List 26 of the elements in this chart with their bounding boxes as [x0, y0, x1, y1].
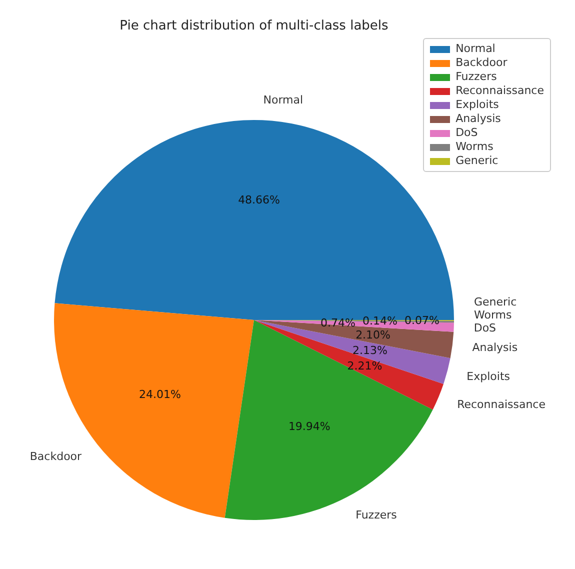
- legend-label: Analysis: [456, 112, 501, 126]
- legend-label: DoS: [456, 126, 478, 140]
- legend-label: Generic: [456, 154, 498, 168]
- category-label: Generic: [474, 296, 517, 309]
- chart-title: Pie chart distribution of multi-class labels: [120, 18, 389, 34]
- legend-label: Backdoor: [456, 56, 508, 70]
- data-label: 2.10%: [356, 328, 391, 342]
- data-label: 48.66%: [238, 194, 280, 207]
- slice-label: Reconnaissance: [457, 398, 546, 412]
- data-label: 2.21%: [347, 360, 382, 373]
- data-label: 0.07%: [404, 314, 440, 327]
- data-label: 19.94%: [288, 420, 330, 433]
- slice-label: Worms: [474, 308, 512, 322]
- slice-label: Normal: [263, 94, 304, 107]
- legend-label: Worms: [456, 140, 494, 154]
- legend-label: Exploits: [456, 98, 499, 112]
- data-label: 24.01%: [138, 388, 181, 402]
- data-label: 2.13%: [352, 344, 388, 358]
- slice-label: Fuzzers: [356, 508, 398, 522]
- slice-label: Exploits: [466, 370, 510, 383]
- slice-label: Backdoor: [30, 450, 82, 464]
- legend-label: Reconnaissance: [456, 84, 544, 98]
- slice-label: Analysis: [472, 341, 518, 354]
- slice-label: DoS: [474, 322, 496, 335]
- legend-label: Fuzzers: [456, 70, 497, 84]
- legend-label: Normal: [456, 42, 496, 56]
